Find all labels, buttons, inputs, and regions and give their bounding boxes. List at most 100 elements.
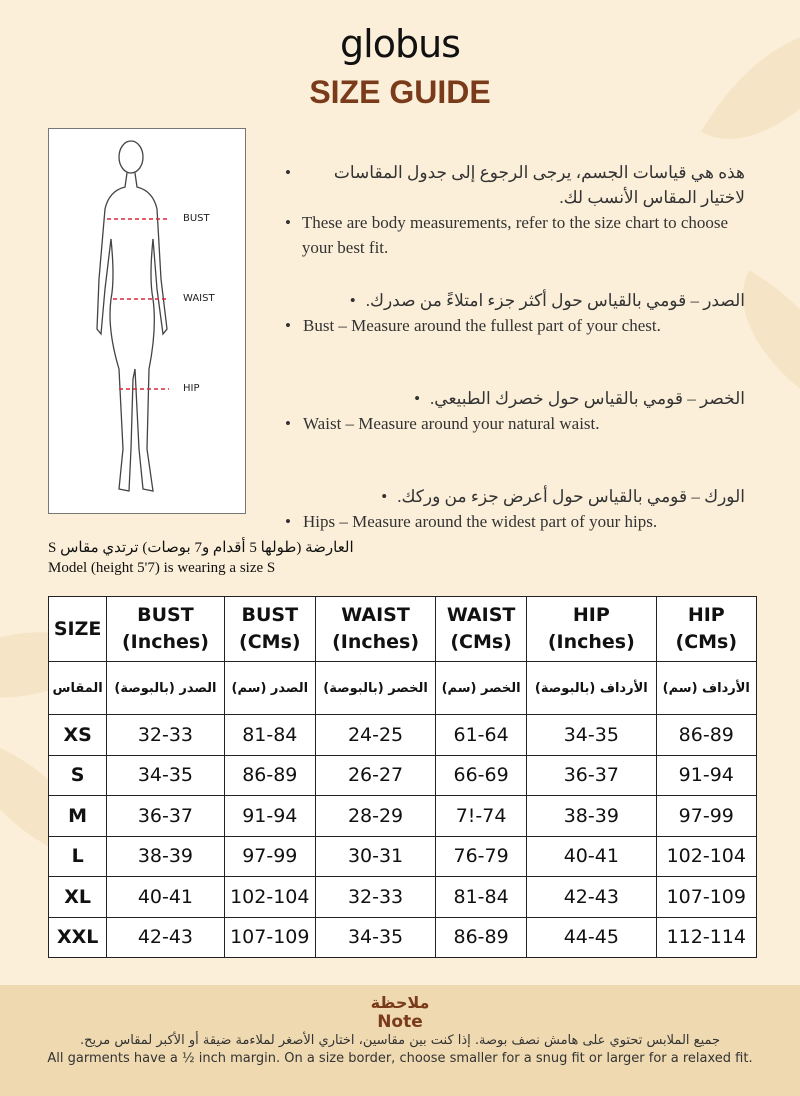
note-text-ar: جميع الملابس تحتوي على هامش نصف بوصة. إذ… xyxy=(79,1033,721,1048)
table-cell: 76-79 xyxy=(435,835,528,877)
waist-label: WAIST xyxy=(183,293,215,304)
body-measurement-figure: BUST WAIST HIP xyxy=(48,128,246,514)
header-unit: (Inches) xyxy=(547,631,635,653)
size-cell: XL xyxy=(47,876,108,918)
note-section: ملاحظة Note جميع الملابس تحتوي على هامش … xyxy=(0,985,800,1096)
table-cell: 24-25 xyxy=(315,714,437,756)
column-header-ar: الأرداف (سم) xyxy=(655,661,758,715)
bullet-text-en: These are body measurements, refer to th… xyxy=(301,213,729,257)
header-main: BUST xyxy=(241,604,299,626)
page-title: SIZE GUIDE xyxy=(309,74,491,110)
table-cell: 91-94 xyxy=(223,795,317,837)
table-cell: 36-37 xyxy=(526,754,657,796)
size-cell: S xyxy=(47,754,108,796)
column-header: WAIST (CMs) xyxy=(435,596,528,662)
brand-logo: globus xyxy=(340,22,461,66)
table-cell: 34-35 xyxy=(526,714,657,756)
table-cell: 61-64 xyxy=(435,714,528,756)
bullet-text-en: Waist – Measure around your natural wais… xyxy=(303,414,600,433)
column-header: SIZE xyxy=(47,596,108,662)
table-cell: 30-31 xyxy=(315,835,437,877)
table-cell: 66-69 xyxy=(435,754,528,796)
table-cell: 26-27 xyxy=(315,754,437,796)
header-main: SIZE xyxy=(53,617,102,640)
column-header-ar: الأرداف (بالبوصة) xyxy=(526,661,657,715)
header-unit: (Inches) xyxy=(332,631,420,653)
table-cell: 97-99 xyxy=(223,835,317,877)
model-info: العارضة (طولها 5 أقدام و7 بوصات) ترتدي م… xyxy=(48,538,354,578)
header-main: WAIST xyxy=(446,604,516,626)
header-unit: (Inches) xyxy=(121,631,209,653)
header-unit: (CMs) xyxy=(239,631,301,653)
header-main: HIP xyxy=(572,604,610,626)
table-cell: 112-114 xyxy=(655,916,758,958)
note-title-ar: ملاحظة xyxy=(370,993,430,1012)
column-header: BUST (Inches) xyxy=(106,596,225,662)
table-cell: 44-45 xyxy=(526,916,657,958)
column-header: BUST (CMs) xyxy=(223,596,317,662)
bullet-group: • الورك – قومي بالقياس حول أعرض جزء من ور… xyxy=(285,484,745,534)
table-row: XS 32-33 81-84 24-25 61-64 34-35 86-89 xyxy=(47,714,758,756)
table-cell: 32-33 xyxy=(315,876,437,918)
table-row: L 38-39 97-99 30-31 76-79 40-41 102-104 xyxy=(47,835,758,877)
table-cell: 36-37 xyxy=(106,795,225,837)
table-cell: 40-41 xyxy=(526,835,657,877)
table-cell: 81-84 xyxy=(435,876,528,918)
note-text-en: All garments have a ½ inch margin. On a … xyxy=(47,1051,753,1066)
bullet-group: • هذه هي قياسات الجسم، يرجى الرجوع إلى جد… xyxy=(285,160,745,260)
header-main: BUST xyxy=(137,604,194,626)
size-cell: M xyxy=(47,795,108,837)
table-cell: 107-109 xyxy=(223,916,317,958)
table-row: M 36-37 91-94 28-29 7!-74 38-39 97-99 xyxy=(47,795,758,837)
table-cell: 86-89 xyxy=(435,916,528,958)
bullet-text-en: Bust – Measure around the fullest part o… xyxy=(303,316,661,335)
size-cell: L xyxy=(47,835,108,877)
header-unit: (CMs) xyxy=(675,631,738,653)
table-cell: 102-104 xyxy=(655,835,758,877)
column-header-ar: الخصر (بالبوصة) xyxy=(315,661,437,715)
size-chart-table: SIZE BUST (Inches) BUST (CMs) WAIST (Inches) WA… xyxy=(47,596,758,958)
table-cell: 40-41 xyxy=(106,876,225,918)
table-cell: 81-84 xyxy=(223,714,317,756)
table-cell: 86-89 xyxy=(223,754,317,796)
bullet-text-ar: الخصر – قومي بالقياس حول خصرك الطبيعي. xyxy=(430,389,745,408)
measure-lines xyxy=(107,218,169,390)
column-header-ar: المقاس xyxy=(47,661,108,715)
hip-label: HIP xyxy=(183,383,200,394)
table-cell: 102-104 xyxy=(223,876,317,918)
column-header: HIP (CMs) xyxy=(655,596,758,662)
column-header: HIP (Inches) xyxy=(526,596,657,662)
column-header-ar: الصدر (سم) xyxy=(223,661,317,715)
column-header-ar: الصدر (بالبوصة) xyxy=(106,661,225,715)
bullet-group: • الصدر – قومي بالقياس حول أكثر جزء امتلا… xyxy=(285,288,745,338)
model-info-ar: العارضة (طولها 5 أقدام و7 بوصات) ترتدي م… xyxy=(48,540,354,556)
bullet-text-ar: الصدر – قومي بالقياس حول أكثر جزء امتلاء… xyxy=(365,291,745,310)
header-main: WAIST xyxy=(341,604,410,626)
table-cell: 34-35 xyxy=(315,916,437,958)
bust-label: BUST xyxy=(183,213,210,224)
size-cell: XXL xyxy=(47,916,108,958)
note-title-en: Note xyxy=(377,1012,423,1032)
model-info-en: Model (height 5'7) is wearing a size S xyxy=(48,560,276,576)
bullet-text-ar: هذه هي قياسات الجسم، يرجى الرجوع إلى جدو… xyxy=(333,163,745,207)
table-cell: 42-43 xyxy=(526,876,657,918)
table-row: XXL 42-43 107-109 34-35 86-89 44-45 112-114 xyxy=(47,916,758,958)
table-cell: 86-89 xyxy=(655,714,758,756)
size-cell: XS xyxy=(47,714,108,756)
table-cell: 38-39 xyxy=(106,835,225,877)
table-cell: 97-99 xyxy=(655,795,758,837)
table-cell: 28-29 xyxy=(315,795,437,837)
table-cell: 7!-74 xyxy=(435,795,528,837)
bullet-text-ar: الورك – قومي بالقياس حول أعرض جزء من ورك… xyxy=(397,487,745,506)
header-main: HIP xyxy=(687,604,725,626)
table-cell: 91-94 xyxy=(655,754,758,796)
measurement-instructions: • هذه هي قياسات الجسم، يرجى الرجوع إلى جد… xyxy=(285,160,745,562)
bullet-group: • الخصر – قومي بالقياس حول خصرك الطبيعي. … xyxy=(285,386,745,436)
bullet-text-en: Hips – Measure around the widest part of… xyxy=(303,512,658,531)
table-row: XL 40-41 102-104 32-33 81-84 42-43 107-109 xyxy=(47,876,758,918)
table-row: S 34-35 86-89 26-27 66-69 36-37 91-94 xyxy=(47,754,758,796)
table-cell: 42-43 xyxy=(106,916,225,958)
table-cell: 107-109 xyxy=(655,876,758,918)
header-unit: (CMs) xyxy=(450,631,512,653)
table-cell: 34-35 xyxy=(106,754,225,796)
